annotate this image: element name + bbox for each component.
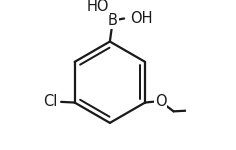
Text: B: B [108,13,118,28]
Text: Cl: Cl [43,94,58,109]
Text: OH: OH [130,11,153,26]
Text: HO: HO [86,0,109,14]
Text: O: O [155,94,166,109]
